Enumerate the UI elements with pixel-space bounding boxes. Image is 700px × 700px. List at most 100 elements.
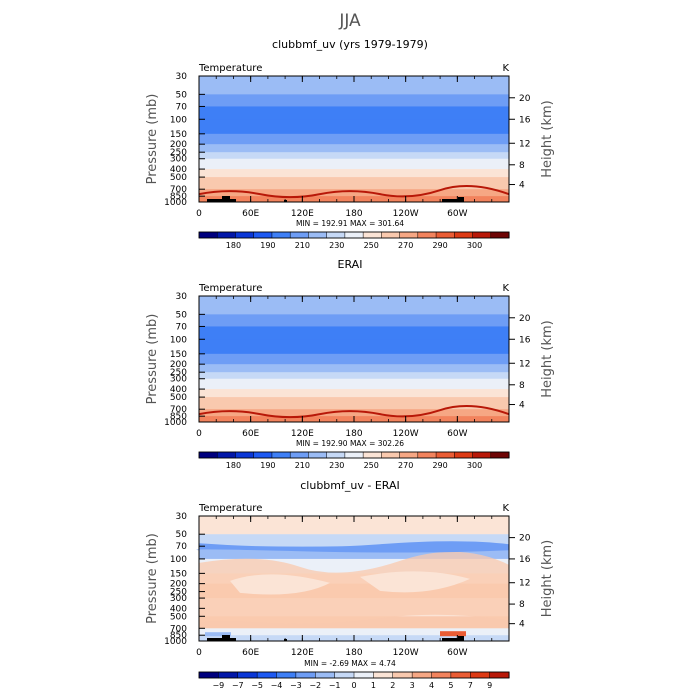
colorbar-label: 270 (398, 241, 413, 250)
colorbar-label: 250 (364, 461, 379, 470)
y-tick-label: 500 (170, 393, 187, 403)
colorbar-swatch (334, 671, 355, 679)
colorbar-swatch (490, 451, 510, 459)
y-tick-label: 200 (170, 360, 187, 370)
surface-contour (198, 405, 510, 419)
colorbar-label: 0 (351, 681, 356, 690)
y2-tick-label: 8 (519, 161, 525, 171)
colorbar-swatch (308, 451, 328, 459)
colorbar-swatch (344, 231, 364, 239)
y2-tick-label: 16 (519, 335, 531, 345)
y2-tick-label: 20 (519, 314, 531, 324)
colorbar-swatch (353, 671, 374, 679)
y2-tick-label: 4 (519, 401, 525, 411)
colorbar-label: −5 (251, 681, 263, 690)
colorbar-frame (198, 671, 510, 679)
colorbar-swatch (256, 671, 278, 679)
colorbar-label: 210 (295, 241, 310, 250)
y-tick-label: 700 (170, 624, 187, 634)
colorbar-label: 230 (329, 461, 344, 470)
colorbar-swatch (411, 671, 433, 679)
colorbar-label: −4 (271, 681, 283, 690)
x-tick-label: 120W (393, 648, 419, 658)
y-tick-label: 400 (170, 604, 187, 614)
colorbar-label: 4 (429, 681, 434, 690)
colorbar-label: 1 (371, 681, 376, 690)
contour-band (199, 397, 509, 410)
positive-anomaly-region (440, 631, 466, 637)
x-tick-label: 60W (447, 648, 467, 658)
contour-band (199, 628, 509, 636)
field-label: Temperature (198, 503, 262, 514)
min-max-stats: MIN = 192.90 MAX = 302.26 (296, 439, 404, 448)
colorbar-label: 230 (329, 241, 344, 250)
negative-anomaly-region (205, 632, 231, 637)
contour-band (199, 378, 509, 390)
y-tick-label: 700 (170, 405, 187, 415)
colorbar-swatch (271, 451, 291, 459)
x-tick-label: 120E (291, 648, 314, 658)
colorbar-swatch (198, 671, 219, 679)
y2-tick-label: 12 (519, 359, 530, 369)
colorbar-swatch (417, 231, 437, 239)
chart-panel-2: ERAI Temperature K 0 60E 120E 180 120W 60W 30 50 70… (145, 258, 555, 470)
y-tick-label: 100 (170, 335, 187, 345)
colorbar-label: 290 (432, 241, 447, 250)
colorbar-label: 210 (295, 461, 310, 470)
x-tick-label: 0 (196, 648, 202, 658)
colorbar-swatch (489, 671, 510, 679)
contour-band (199, 76, 509, 95)
x-tick-label: 60W (447, 209, 467, 219)
y2-tick-label: 16 (519, 555, 531, 565)
y-axis-title: Pressure (mb) (145, 314, 160, 405)
y-tick-label: 200 (170, 580, 187, 590)
colorbar-swatch (237, 671, 258, 679)
y2-tick-label: 8 (519, 381, 525, 391)
x-tick-label: 0 (196, 209, 202, 219)
colorbar-swatch (216, 451, 237, 459)
contour-band (199, 144, 509, 153)
contour-band (199, 189, 509, 197)
contour-band (199, 106, 509, 120)
contour-band (199, 364, 509, 373)
y2-tick-label: 12 (519, 579, 530, 589)
x-tick-label: 60E (242, 209, 259, 219)
y-tick-label: 150 (170, 569, 187, 579)
colorbar-label: 3 (410, 681, 415, 690)
min-max-stats: MIN = 192.91 MAX = 301.64 (296, 219, 404, 228)
y2-tick-label: 8 (519, 600, 525, 610)
y-tick-label: 300 (170, 594, 187, 604)
min-max-stats: MIN = -2.69 MAX = 4.74 (304, 659, 396, 668)
colorbar-swatch (417, 451, 437, 459)
colorbar-swatch (198, 231, 218, 239)
contour-band (199, 177, 509, 190)
chart-panel-1: clubbmf_uv (yrs 1979-1979) Temperature K 0 6… (145, 38, 555, 250)
contour-band (199, 94, 509, 107)
colorbar-swatch (454, 231, 474, 239)
panel-title: ERAI (338, 258, 363, 271)
colorbar-label: 270 (398, 461, 413, 470)
contour-band (199, 169, 509, 178)
colorbar-label: 7 (468, 681, 473, 690)
colorbar-swatch (435, 451, 455, 459)
contour-band (199, 409, 509, 417)
colorbar-label: 5 (448, 681, 453, 690)
figure-title: JJA (338, 11, 361, 31)
y-tick-label: 150 (170, 130, 187, 140)
colorbar-label: 190 (260, 241, 275, 250)
colorbar-swatch (218, 671, 239, 679)
colorbar-swatch (472, 231, 492, 239)
terrain-mask (442, 636, 464, 641)
y-tick-label: 1000 (164, 637, 187, 647)
colorbar-swatch (431, 671, 452, 679)
units-label: K (502, 63, 509, 74)
y-tick-label: 70 (176, 102, 188, 112)
contour-band (199, 339, 509, 355)
colorbar-label: −7 (232, 681, 244, 690)
colorbar-label: −9 (212, 681, 224, 690)
terrain-mask (442, 197, 464, 202)
contour-band (199, 296, 509, 315)
colorbar-swatch (381, 231, 401, 239)
colorbar-swatch (399, 451, 419, 459)
